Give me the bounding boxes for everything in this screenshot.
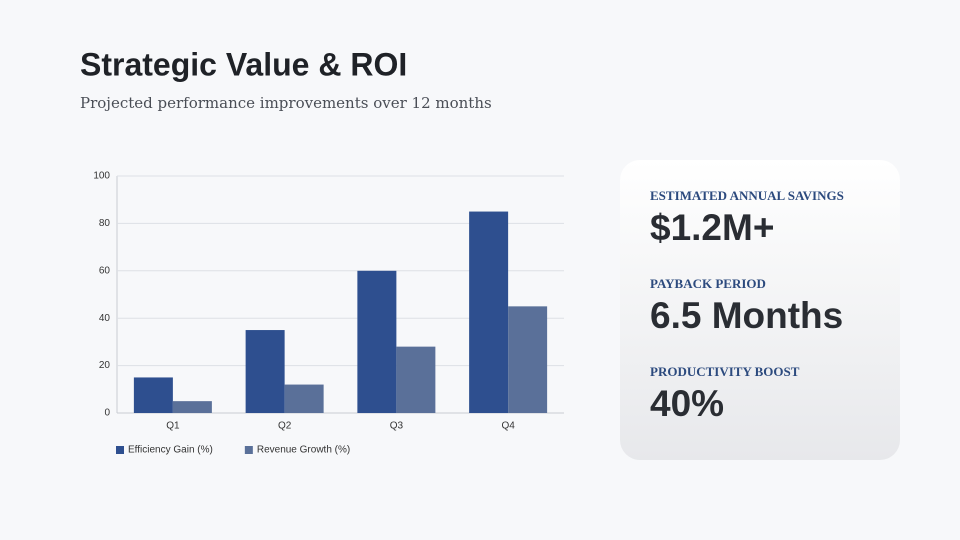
y-tick-label: 20 [99, 360, 111, 371]
x-tick-label: Q4 [501, 421, 515, 432]
legend-swatch [116, 446, 124, 454]
bar [133, 377, 173, 413]
metric-label: ESTIMATED ANNUAL SAVINGS [650, 188, 844, 203]
y-tick-label: 40 [99, 313, 111, 324]
metric-label: PRODUCTIVITY BOOST [650, 364, 800, 379]
metric-value: 40% [650, 383, 724, 424]
metrics-panel [620, 160, 900, 460]
metric-value: 6.5 Months [650, 295, 843, 336]
legend-label: Revenue Growth (%) [257, 445, 350, 456]
legend-swatch [244, 446, 253, 454]
y-tick-label: 60 [99, 265, 111, 276]
x-tick-label: Q3 [390, 421, 404, 432]
legend-label: Efficiency Gain (%) [128, 445, 213, 456]
bar [508, 306, 548, 413]
bar [469, 211, 509, 413]
y-tick-label: 100 [93, 171, 110, 182]
x-tick-label: Q2 [278, 421, 292, 432]
bar [357, 270, 397, 413]
bar [396, 346, 436, 413]
title: Strategic Value & ROI [80, 46, 407, 82]
bar [172, 401, 212, 413]
metric-label: PAYBACK PERIOD [650, 276, 766, 291]
y-tick-label: 0 [104, 408, 110, 419]
metric-value: $1.2M+ [650, 207, 774, 248]
bar [284, 384, 324, 413]
subtitle: Projected performance improvements over … [80, 94, 492, 112]
y-tick-label: 80 [99, 218, 111, 229]
x-tick-label: Q1 [166, 421, 180, 432]
bar [245, 330, 285, 413]
